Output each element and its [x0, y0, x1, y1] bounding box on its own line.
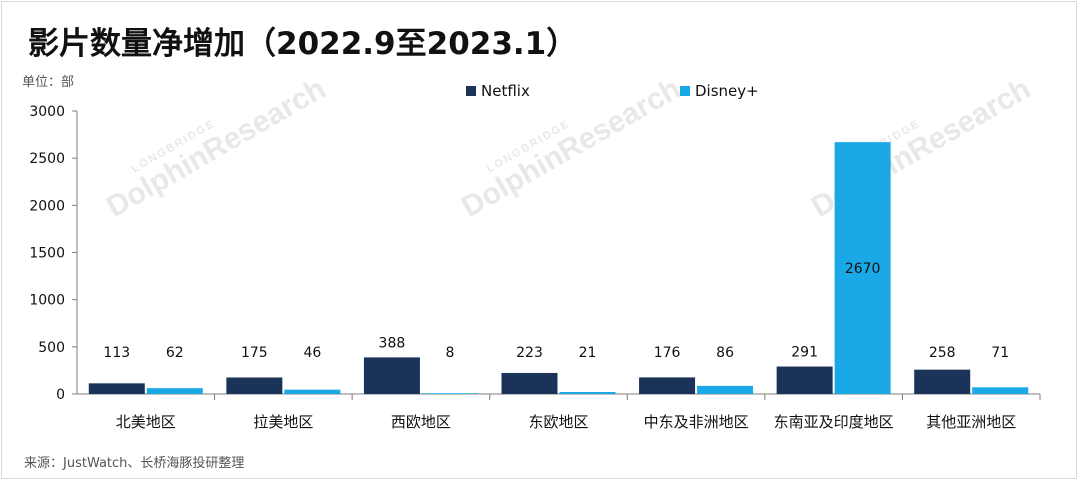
data-label: 2670 [845, 261, 881, 277]
x-tick-label: 中东及非洲地区 [644, 413, 749, 431]
bar-disney [284, 389, 341, 394]
x-tick-label: 北美地区 [116, 413, 176, 431]
bar-disney [559, 392, 616, 394]
bar-netflix [88, 383, 145, 394]
bar-disney [421, 393, 478, 394]
legend-label: Disney+ [695, 82, 759, 100]
bar-netflix [776, 366, 833, 394]
bar-netflix [226, 377, 283, 394]
data-label: 258 [929, 345, 956, 361]
bar-disney [972, 387, 1029, 394]
y-tick-label: 500 [38, 340, 65, 356]
data-label: 71 [991, 345, 1009, 361]
bar-disney [697, 385, 754, 394]
data-label: 223 [516, 345, 543, 361]
data-label: 21 [579, 345, 597, 361]
legend-swatch [680, 86, 690, 96]
x-tick-label: 东欧地区 [528, 413, 588, 431]
y-tick-label: 3000 [29, 104, 65, 120]
bar-netflix [363, 357, 420, 394]
bar-netflix [501, 372, 558, 394]
bar-netflix [639, 377, 696, 394]
data-label: 113 [103, 345, 130, 361]
unit-label: 单位：部 [22, 75, 75, 90]
x-tick-label: 拉美地区 [253, 413, 313, 431]
bar-disney [834, 142, 891, 394]
data-label: 8 [445, 345, 454, 361]
x-tick-label: 西欧地区 [391, 413, 451, 431]
y-tick-label: 2500 [29, 151, 65, 167]
x-tick-label: 东南亚及印度地区 [774, 413, 894, 431]
y-tick-label: 1500 [29, 246, 65, 262]
legend-swatch [466, 86, 476, 96]
data-label: 46 [303, 345, 321, 361]
data-label: 291 [791, 345, 818, 361]
data-label: 86 [716, 345, 734, 361]
x-tick-label: 其他亚洲地区 [926, 413, 1016, 431]
data-label: 62 [166, 345, 184, 361]
chart-title: 影片数量净增加（2022.9至2023.1） [28, 26, 578, 62]
source-note: 来源：JustWatch、长桥海豚投研整理 [24, 456, 245, 471]
legend-label: Netflix [481, 82, 530, 100]
y-tick-label: 0 [56, 387, 65, 403]
y-tick-label: 1000 [29, 293, 65, 309]
data-label: 176 [654, 345, 681, 361]
bar-netflix [914, 369, 971, 394]
data-label: 175 [241, 345, 268, 361]
data-label: 388 [379, 335, 406, 351]
bar-disney [146, 388, 203, 394]
y-tick-label: 2000 [29, 198, 65, 214]
